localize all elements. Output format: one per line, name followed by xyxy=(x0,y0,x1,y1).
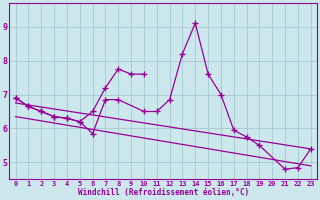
X-axis label: Windchill (Refroidissement éolien,°C): Windchill (Refroidissement éolien,°C) xyxy=(78,188,249,197)
